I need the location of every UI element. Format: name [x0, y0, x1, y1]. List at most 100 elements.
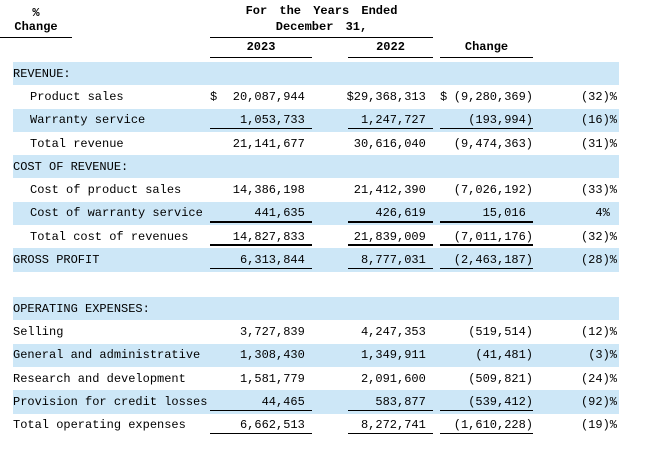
value-pct-change: (33)% [580, 183, 617, 198]
column-gap [312, 202, 348, 225]
amount-text: 21,412,390 [353, 183, 433, 198]
column-gap [312, 178, 348, 201]
value-2022 [348, 297, 433, 320]
row-label: GROSS PROFIT [13, 253, 100, 268]
value-2023: 6,313,844 [210, 248, 312, 271]
column-gap [433, 225, 440, 248]
column-gap [433, 132, 440, 155]
value-2022: 426,619 [348, 202, 433, 225]
column-gap [312, 248, 348, 271]
column-gap [312, 344, 348, 367]
column-gap [433, 62, 440, 85]
column-gap [433, 414, 440, 437]
row-label: General and administrative [13, 348, 201, 363]
column-gap [533, 414, 545, 437]
amount-text: 6,313,844 [239, 253, 312, 268]
value-pct-change [545, 155, 617, 178]
value-pct-change: (3)% [588, 348, 617, 363]
table-body: REVENUE: Product sales $20,087,944 $29,368… [0, 62, 657, 437]
column-gap [533, 85, 545, 108]
value-change: (509,821) [440, 367, 533, 390]
column-header-change: Change [440, 38, 533, 58]
table-row: Total operating expenses 6,662,513 8,272,… [13, 414, 619, 437]
value-pct-change: (12)% [580, 325, 617, 339]
value-2023: 441,635 [210, 202, 312, 225]
column-gap [533, 248, 545, 271]
column-gap [312, 109, 348, 132]
value-2023: $20,087,944 [210, 85, 312, 108]
row-label: Total operating expenses [13, 418, 186, 433]
value-pct-change: (92)% [580, 394, 617, 409]
value-change: (193,994) [440, 109, 533, 132]
column-gap [433, 344, 440, 367]
amount-text: (7,011,176) [453, 229, 533, 244]
column-gap [533, 178, 545, 201]
pct-header-line1: % [32, 6, 40, 20]
amount-text: (7,026,192) [453, 183, 533, 198]
value-2023 [210, 155, 312, 178]
amount-text: 1,308,430 [239, 348, 312, 363]
spacer-row [13, 271, 619, 298]
row-label: Selling [13, 325, 64, 339]
value-change: (7,026,192) [440, 178, 533, 201]
value-2023 [210, 297, 312, 320]
row-label: COST OF REVENUE: [13, 159, 129, 174]
column-gap [533, 344, 545, 367]
amount-text: 14,827,833 [232, 229, 312, 244]
column-gap [312, 132, 348, 155]
table-row: Total cost of revenues 14,827,833 21,839,… [13, 225, 619, 248]
table-row: Product sales $20,087,944 $29,368,313 $ (9… [13, 85, 619, 108]
amount-text: 30,616,040 [353, 136, 433, 151]
value-2022: 2,091,600 [348, 367, 433, 390]
value-change [440, 155, 533, 178]
amount-text: (1,610,228) [453, 418, 533, 433]
value-2023: 1,053,733 [210, 109, 312, 132]
value-2022: 21,412,390 [348, 178, 433, 201]
column-gap [312, 155, 348, 178]
amount-text: 14,386,198 [232, 183, 312, 198]
table-row: Research and development 1,581,779 2,091,… [13, 367, 619, 390]
value-2023 [210, 62, 312, 85]
amount-text: 20,087,944 [232, 89, 312, 104]
row-label: Total cost of revenues [30, 229, 189, 244]
amount-text: 2,091,600 [360, 371, 433, 386]
amount-text: (9,280,369) [453, 89, 533, 104]
value-2022 [348, 62, 433, 85]
table-row: Total revenue 21,141,677 30,616,040 (9,47… [13, 132, 619, 155]
amount-text: 583,877 [375, 394, 433, 409]
value-2023: 44,465 [210, 390, 312, 413]
value-pct-change [545, 62, 617, 85]
column-gap [433, 202, 440, 225]
column-gap [533, 390, 545, 413]
amount-text: 3,727,839 [239, 325, 312, 339]
amount-text: 441,635 [254, 206, 312, 221]
column-gap [533, 62, 545, 85]
amount-text: 1,581,779 [239, 371, 312, 386]
column-gap [533, 297, 545, 320]
value-pct-change: (24)% [580, 371, 617, 386]
table-row: Provision for credit losses 44,465 583,87… [13, 390, 619, 414]
column-gap [433, 248, 440, 271]
amount-text: (9,474,363) [453, 136, 533, 151]
column-gap [433, 178, 440, 201]
amount-text: (519,514) [468, 325, 533, 339]
column-gap [533, 367, 545, 390]
amount-text: 21,839,009 [353, 229, 433, 244]
value-2023: 21,141,677 [210, 132, 312, 155]
column-gap [533, 225, 545, 248]
value-2023: 1,308,430 [210, 344, 312, 367]
amount-text: 15,016 [482, 206, 533, 221]
value-change [440, 297, 533, 320]
row-label: Research and development [13, 371, 186, 386]
amount-text: 1,349,911 [360, 348, 433, 363]
value-2022: 21,839,009 [348, 225, 433, 248]
column-header-2022: 2022 [348, 38, 433, 58]
value-pct-change: 4% [595, 206, 617, 221]
table-row: Warranty service 1,053,733 1,247,727 (193… [13, 108, 619, 132]
value-2023: 14,386,198 [210, 178, 312, 201]
amount-text: 44,465 [261, 394, 312, 409]
dollar-sign: $ [346, 89, 354, 104]
value-change: (1,610,228) [440, 414, 533, 437]
column-gap [533, 155, 545, 178]
value-2023: 1,581,779 [210, 367, 312, 390]
